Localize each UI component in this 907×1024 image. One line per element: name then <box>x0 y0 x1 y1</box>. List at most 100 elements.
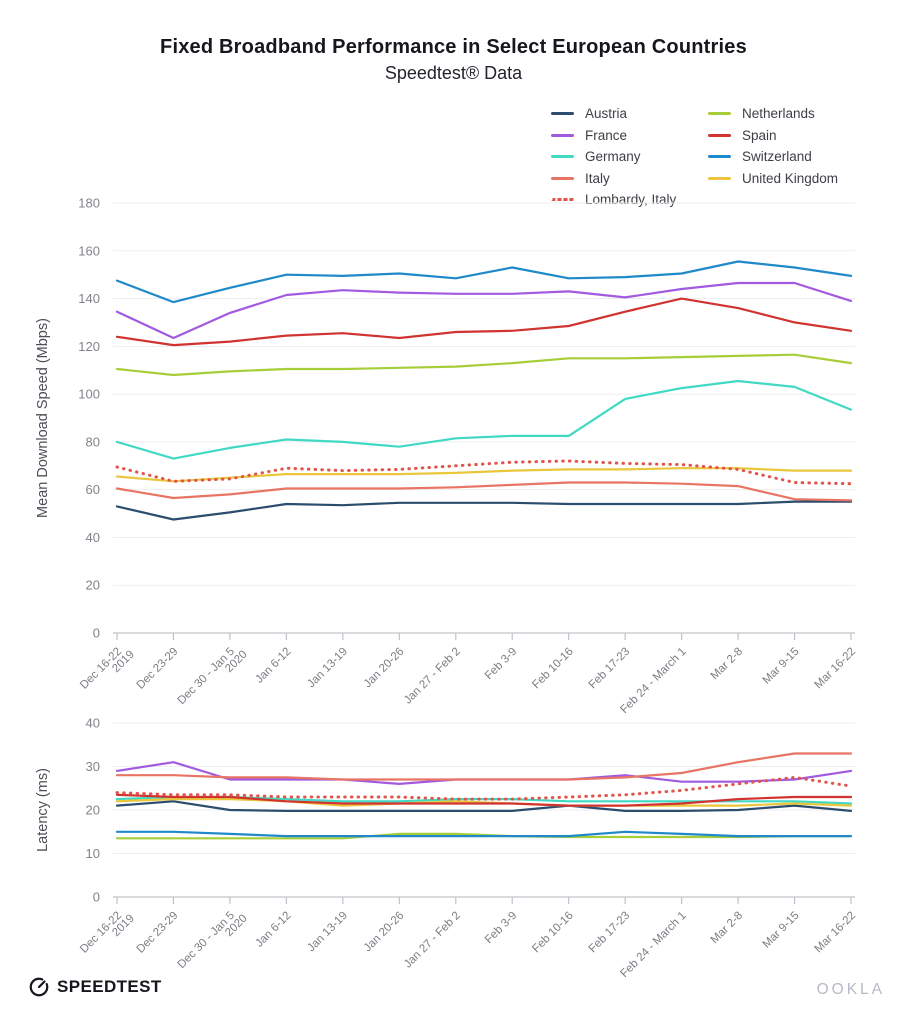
x-tick-label: Dec 16-222019 <box>78 641 137 700</box>
series-line-switzerland <box>115 260 853 304</box>
legend-label-switzerland: Switzerland <box>742 149 812 165</box>
y-tick-label: 20 <box>86 803 100 818</box>
series-line-germany <box>115 795 853 805</box>
legend-swatch-france <box>551 133 574 137</box>
legend-swatch-switzerland <box>708 155 731 159</box>
legend-label-italy: Italy <box>585 170 610 186</box>
legend-swatch-lombardy <box>551 198 574 202</box>
page-title: Fixed Broadband Performance in Select Eu… <box>160 36 747 58</box>
legend-item-spain: Spain <box>708 125 838 147</box>
x-tick-label: Feb 10-16 <box>530 646 576 692</box>
series-line-spain <box>115 793 853 807</box>
y-tick-label: 160 <box>78 243 100 258</box>
legend-item-switzerland: Switzerland <box>708 146 838 168</box>
series-line-italy <box>115 481 853 502</box>
legend-item-france: France <box>551 125 708 147</box>
legend-label-france: France <box>585 127 628 143</box>
y-tick-label: 20 <box>86 578 100 593</box>
legend-swatch-germany <box>551 155 574 159</box>
legend-swatch-united_kingdom <box>708 176 731 180</box>
series-line-spain <box>115 297 853 347</box>
x-tick-label: Jan 27 - Feb 2 <box>402 910 463 971</box>
footer: SPEEDTEST OOKLA <box>0 972 907 1012</box>
gridlines <box>113 722 855 854</box>
y-tick-label: 0 <box>93 890 100 905</box>
y-tick-label: 120 <box>78 339 100 354</box>
legend-item-austria: Austria <box>551 103 708 125</box>
y-tick-label: 80 <box>86 434 100 449</box>
x-tick-label: Mar 16-22 <box>813 910 859 956</box>
speedtest-logo: SPEEDTEST <box>28 976 162 998</box>
x-tick-label: Feb 3-9 <box>483 646 520 683</box>
y-tick-label: 30 <box>86 759 100 774</box>
x-tick-label: Jan 13-19 <box>305 646 350 691</box>
legend: Austria France Germany Italy Lombardy, Italy… <box>551 103 838 211</box>
x-tick-label: Mar 9-15 <box>761 646 802 687</box>
series-line-france <box>115 281 853 340</box>
x-tick-label: Jan 13-19 <box>305 910 350 955</box>
y-tick-label: 10 <box>86 846 100 861</box>
speedtest-wordmark: SPEEDTEST <box>57 977 162 996</box>
series-line-lombardy <box>115 775 853 801</box>
x-tick-label: Dec 30 - Jan 52020 <box>176 641 250 715</box>
legend-swatch-austria <box>551 112 574 116</box>
legend-label-netherlands: Netherlands <box>742 106 815 122</box>
x-tick-label: Jan 6-12 <box>253 910 293 950</box>
series-line-germany <box>115 379 853 460</box>
series-line-france <box>115 761 853 786</box>
y-tick-label: 100 <box>78 387 100 402</box>
legend-label-lombardy: Lombardy, Italy <box>585 192 677 208</box>
x-tick-label: Jan 20-26 <box>362 646 407 691</box>
gridlines <box>113 202 855 586</box>
x-tick-label: Jan 27 - Feb 2 <box>402 646 463 707</box>
series-line-united_kingdom <box>115 797 853 807</box>
legend-label-spain: Spain <box>742 127 777 143</box>
x-tick-label: Dec 23-29 <box>135 646 181 692</box>
speedtest-gauge-icon <box>29 977 49 997</box>
legend-column: Netherlands Spain Switzerland United Kingdo… <box>708 103 838 211</box>
y-tick-label: 180 <box>78 196 100 211</box>
y-tick-label: 60 <box>86 482 100 497</box>
series-lines <box>115 260 853 521</box>
x-tick-label: Jan 20-26 <box>362 910 407 955</box>
legend-item-united_kingdom: United Kingdom <box>708 168 838 190</box>
legend-label-germany: Germany <box>585 149 641 165</box>
legend-item-netherlands: Netherlands <box>708 103 838 125</box>
ookla-wordmark: OOKLA <box>816 981 885 998</box>
series-line-netherlands <box>115 832 853 840</box>
x-tick-label: Jan 6-12 <box>253 646 293 686</box>
x-tick-label: Dec 23-29 <box>135 910 181 956</box>
legend-swatch-spain <box>708 133 731 137</box>
y-tick-label: 140 <box>78 291 100 306</box>
series-line-austria <box>115 500 853 521</box>
legend-column: Austria France Germany Italy Lombardy, Italy <box>551 103 708 211</box>
legend-swatch-netherlands <box>708 112 731 116</box>
x-tick-label: Dec 30 - Jan 52020 <box>176 905 250 979</box>
series-line-austria <box>115 800 853 813</box>
series-line-italy <box>115 752 853 781</box>
y-tick-label: 40 <box>86 530 100 545</box>
x-tick-label: Dec 16-222019 <box>78 905 137 964</box>
x-tick-label: Feb 17-23 <box>587 646 633 692</box>
download-speed-chart: 0 20 40 60 80 100 120 140 160 180 Mean Download Sp… <box>35 196 859 717</box>
legend-label-austria: Austria <box>585 106 628 122</box>
x-tick-label: Feb 10-16 <box>530 910 576 956</box>
legend-swatch-italy <box>551 176 574 180</box>
x-tick-label: Mar 2-8 <box>709 646 746 683</box>
y-axis: 0 20 40 60 80 100 120 140 160 180 Mean Download Sp… <box>35 196 100 641</box>
y-tick-label: 0 <box>93 626 100 641</box>
series-line-lombardy <box>115 459 853 486</box>
page-subtitle: Speedtest® Data <box>384 63 523 83</box>
series-line-switzerland <box>115 830 853 838</box>
series-line-netherlands <box>115 353 853 377</box>
x-tick-label: Mar 16-22 <box>813 646 859 692</box>
y-axis-title: Latency (ms) <box>35 768 51 852</box>
y-tick-label: 40 <box>86 716 100 731</box>
legend-label-united_kingdom: United Kingdom <box>742 170 839 186</box>
y-axis: 0 10 20 30 40 Latency (ms) <box>35 716 100 905</box>
x-tick-label: Feb 24 - March 1 <box>618 646 688 716</box>
